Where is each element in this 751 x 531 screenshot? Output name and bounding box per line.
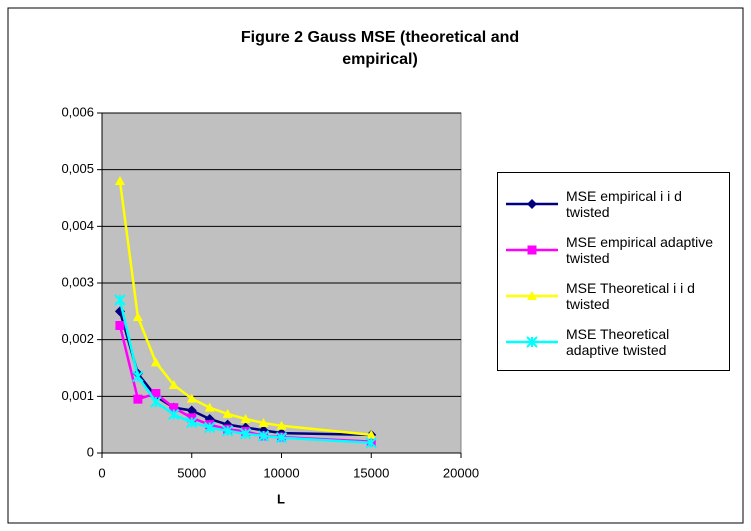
marker bbox=[257, 430, 270, 442]
marker bbox=[186, 405, 197, 416]
marker bbox=[150, 396, 162, 408]
marker bbox=[169, 403, 179, 413]
legend-label: MSE Theoretical i i d twisted bbox=[566, 280, 695, 312]
marker bbox=[275, 431, 288, 444]
y-tick-label: 0,004 bbox=[61, 218, 94, 233]
y-tick-label: 0,005 bbox=[61, 161, 94, 176]
marker bbox=[114, 294, 126, 306]
marker bbox=[527, 199, 537, 209]
marker bbox=[132, 312, 143, 321]
x-tick-label: 20000 bbox=[443, 465, 479, 480]
legend-entry: MSE Theoretical i i d twisted bbox=[502, 273, 725, 319]
marker bbox=[186, 393, 197, 403]
marker bbox=[527, 245, 537, 255]
marker bbox=[150, 357, 161, 367]
marker bbox=[258, 417, 269, 427]
marker bbox=[168, 380, 179, 389]
legend-label: MSE empirical adaptive twisted bbox=[566, 234, 714, 266]
marker bbox=[151, 389, 161, 398]
marker bbox=[240, 414, 251, 423]
legend-entry: MSE Theoretical adaptive twisted bbox=[502, 319, 725, 365]
marker bbox=[132, 370, 144, 383]
legend-swatch bbox=[506, 245, 558, 255]
marker bbox=[222, 408, 233, 418]
x-tick-label: 15000 bbox=[353, 465, 389, 480]
y-tick-label: 0,002 bbox=[61, 331, 94, 346]
y-tick-label: 0,003 bbox=[61, 274, 94, 289]
marker bbox=[115, 321, 125, 330]
x-axis-label: L bbox=[277, 491, 285, 506]
legend-entry: MSE empirical i i d twisted bbox=[502, 181, 725, 227]
y-tick-label: 0,006 bbox=[61, 104, 94, 119]
legend-swatch bbox=[506, 336, 558, 348]
y-tick-label: 0 bbox=[87, 444, 94, 459]
marker bbox=[526, 336, 538, 348]
marker bbox=[204, 402, 215, 412]
marker bbox=[276, 420, 287, 430]
legend: MSE empirical i i d twisted MSE empirical… bbox=[497, 172, 730, 371]
chart-title: Figure 2 Gauss MSE (theoretical and bbox=[241, 29, 519, 46]
marker bbox=[203, 421, 216, 434]
legend-swatch bbox=[506, 199, 558, 209]
chart-title: empirical) bbox=[342, 51, 418, 68]
marker bbox=[527, 291, 537, 300]
legend-entry: MSE empirical adaptive twisted bbox=[502, 227, 725, 273]
marker bbox=[365, 437, 377, 449]
y-tick-label: 0,001 bbox=[61, 388, 94, 403]
marker bbox=[221, 425, 234, 437]
x-tick-label: 5000 bbox=[177, 465, 206, 480]
legend-swatch bbox=[506, 291, 558, 300]
marker bbox=[366, 429, 377, 439]
x-tick-label: 0 bbox=[98, 465, 105, 480]
marker bbox=[168, 408, 180, 421]
marker bbox=[133, 394, 143, 404]
legend-label: MSE empirical i i d twisted bbox=[566, 188, 682, 220]
marker bbox=[186, 416, 198, 429]
marker bbox=[114, 176, 125, 185]
legend-label: MSE Theoretical adaptive twisted bbox=[566, 326, 670, 358]
x-tick-label: 10000 bbox=[263, 465, 299, 480]
marker bbox=[239, 428, 252, 440]
